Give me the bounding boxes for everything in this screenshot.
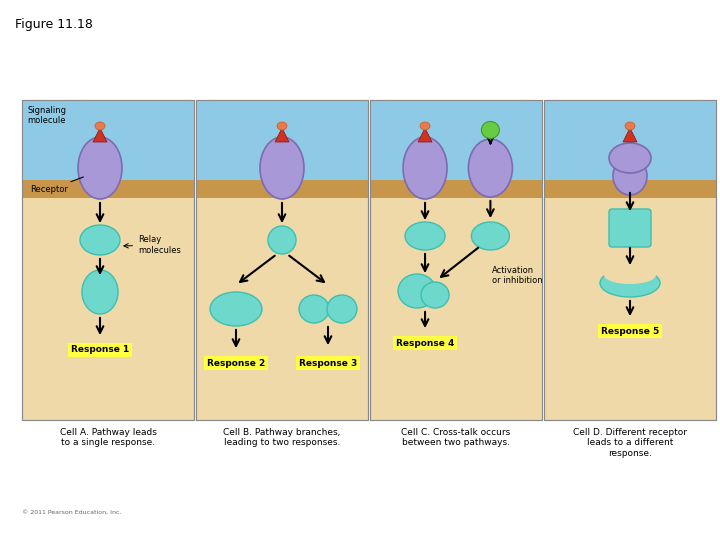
Text: Response 2: Response 2 xyxy=(207,359,265,368)
Text: Cell B. Pathway branches,
leading to two responses.: Cell B. Pathway branches, leading to two… xyxy=(223,428,341,448)
Ellipse shape xyxy=(403,137,447,199)
Text: Cell A. Pathway leads
to a single response.: Cell A. Pathway leads to a single respon… xyxy=(60,428,156,448)
Polygon shape xyxy=(93,128,107,142)
Ellipse shape xyxy=(472,222,510,250)
Ellipse shape xyxy=(80,225,120,255)
Ellipse shape xyxy=(268,226,296,254)
Polygon shape xyxy=(623,128,637,142)
Bar xyxy=(22,100,194,180)
Bar xyxy=(370,100,542,420)
Text: Response 3: Response 3 xyxy=(299,359,357,368)
Bar xyxy=(196,100,368,180)
Ellipse shape xyxy=(210,292,262,326)
Bar xyxy=(196,100,368,420)
Text: Response 5: Response 5 xyxy=(601,327,659,335)
Text: Signaling
molecule: Signaling molecule xyxy=(27,106,66,125)
Bar xyxy=(370,100,542,420)
Bar xyxy=(370,180,542,198)
Bar xyxy=(196,100,368,420)
Text: Relay
molecules: Relay molecules xyxy=(124,235,181,255)
Bar xyxy=(370,100,542,180)
Bar xyxy=(544,180,716,198)
Text: Cell D. Different receptor
leads to a different
response.: Cell D. Different receptor leads to a di… xyxy=(573,428,687,458)
Ellipse shape xyxy=(405,222,445,250)
Ellipse shape xyxy=(260,137,304,199)
Ellipse shape xyxy=(482,122,500,138)
Text: © 2011 Pearson Education, Inc.: © 2011 Pearson Education, Inc. xyxy=(22,510,122,515)
Text: Activation
or inhibition: Activation or inhibition xyxy=(492,266,543,286)
Bar xyxy=(196,180,368,198)
Ellipse shape xyxy=(327,295,357,323)
Ellipse shape xyxy=(299,295,329,323)
Ellipse shape xyxy=(604,266,656,284)
Ellipse shape xyxy=(78,137,122,199)
Bar xyxy=(22,180,194,198)
Ellipse shape xyxy=(609,143,651,173)
Text: Receptor: Receptor xyxy=(30,177,84,194)
Ellipse shape xyxy=(420,122,430,130)
Text: Response 4: Response 4 xyxy=(396,339,454,348)
Ellipse shape xyxy=(398,274,436,308)
FancyBboxPatch shape xyxy=(609,209,651,247)
Ellipse shape xyxy=(82,270,118,314)
Bar xyxy=(22,100,194,420)
Bar xyxy=(22,100,194,420)
Bar xyxy=(544,100,716,180)
Text: Response 1: Response 1 xyxy=(71,346,129,354)
Bar xyxy=(544,100,716,420)
Bar xyxy=(544,100,716,420)
Ellipse shape xyxy=(95,122,105,130)
Ellipse shape xyxy=(613,157,647,195)
Ellipse shape xyxy=(600,269,660,297)
Polygon shape xyxy=(275,128,289,142)
Ellipse shape xyxy=(469,139,513,197)
Ellipse shape xyxy=(277,122,287,130)
Ellipse shape xyxy=(421,282,449,308)
Text: Figure 11.18: Figure 11.18 xyxy=(15,18,93,31)
Polygon shape xyxy=(418,128,432,142)
Ellipse shape xyxy=(625,122,635,130)
Text: Cell C. Cross-talk occurs
between two pathways.: Cell C. Cross-talk occurs between two pa… xyxy=(401,428,510,448)
